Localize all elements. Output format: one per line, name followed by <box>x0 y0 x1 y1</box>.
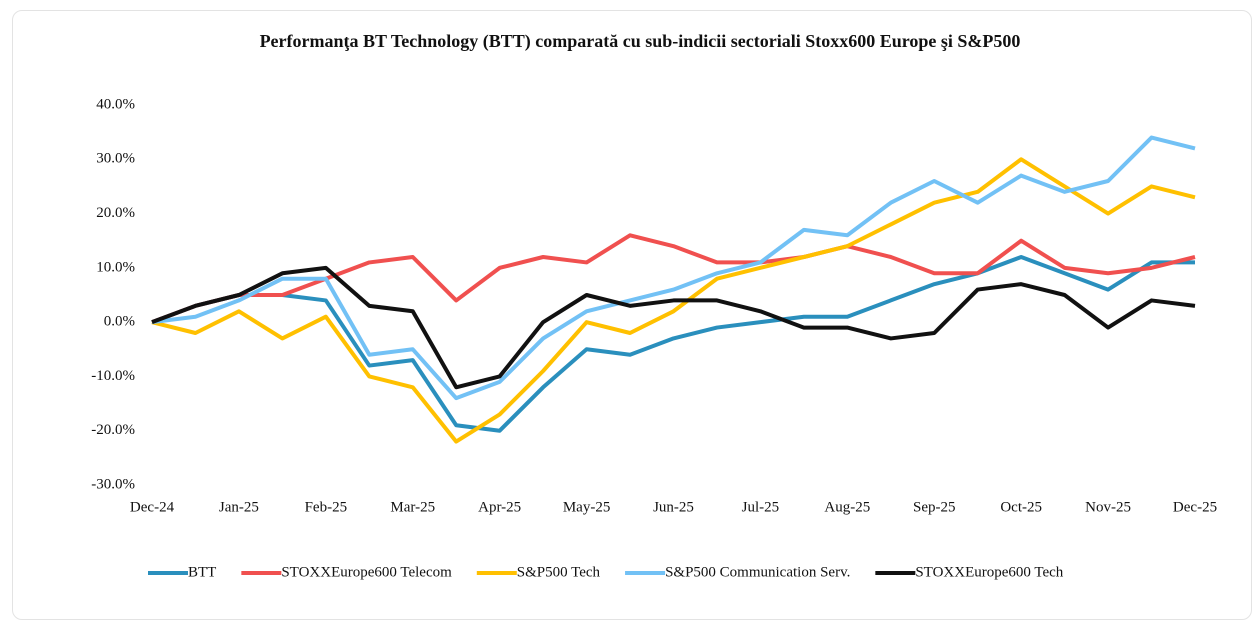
legend-label: STOXXEurope600 Tech <box>915 564 1063 580</box>
x-tick-label: May-25 <box>563 499 611 515</box>
x-tick-label: Jun-25 <box>653 499 694 515</box>
x-tick-label: Apr-25 <box>478 499 521 515</box>
x-tick-label: Jul-25 <box>742 499 780 515</box>
x-tick-label: Sep-25 <box>913 499 956 515</box>
x-tick-label: Jan-25 <box>219 499 259 515</box>
y-tick-label: 40.0% <box>96 96 135 112</box>
x-tick-label: Dec-25 <box>1173 499 1217 515</box>
legend-label: STOXXEurope600 Telecom <box>281 564 452 580</box>
y-tick-label: -30.0% <box>91 476 135 492</box>
chart-card <box>12 10 1252 620</box>
series-line <box>151 157 1196 444</box>
y-tick-label: 20.0% <box>96 205 135 221</box>
y-tick-label: 0.0% <box>104 314 135 330</box>
y-tick-label: 30.0% <box>96 151 135 167</box>
legend-label: S&P500 Communication Serv. <box>665 564 850 580</box>
x-tick-label: Oct-25 <box>1000 499 1042 515</box>
series-line <box>151 255 1195 433</box>
y-tick-label: -20.0% <box>91 422 135 438</box>
x-tick-label: Feb-25 <box>305 499 348 515</box>
x-tick-label: Dec-24 <box>130 499 175 515</box>
series-line <box>151 265 1196 390</box>
x-tick-label: Mar-25 <box>390 499 435 515</box>
x-tick-label: Aug-25 <box>824 499 870 515</box>
legend-label: S&P500 Tech <box>517 564 601 580</box>
chart-title: Performanţa BT Technology (BTT) comparat… <box>259 31 1021 51</box>
y-tick-label: -10.0% <box>91 368 135 384</box>
legend-label: BTT <box>188 564 216 580</box>
series-line <box>151 135 1196 401</box>
x-tick-label: Nov-25 <box>1085 499 1131 515</box>
y-tick-label: 10.0% <box>96 259 135 275</box>
